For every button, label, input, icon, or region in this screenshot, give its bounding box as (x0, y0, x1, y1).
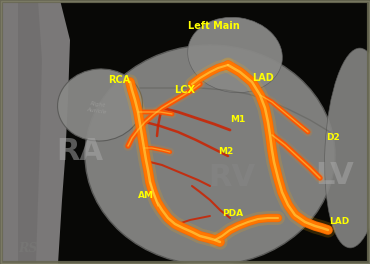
Text: M2: M2 (218, 148, 233, 157)
Text: D2: D2 (326, 134, 340, 143)
Text: RCA: RCA (108, 75, 130, 85)
Text: RS: RS (18, 242, 38, 254)
Text: Right
Auricle: Right Auricle (86, 101, 108, 115)
Polygon shape (18, 0, 42, 264)
Ellipse shape (324, 48, 370, 248)
Text: PDA: PDA (222, 210, 243, 219)
Ellipse shape (85, 45, 335, 264)
Text: LAD: LAD (329, 218, 349, 227)
Polygon shape (0, 0, 70, 264)
Text: Left Main: Left Main (188, 21, 240, 31)
Text: RV: RV (208, 163, 256, 192)
Ellipse shape (58, 69, 142, 141)
Text: RA: RA (57, 138, 104, 167)
Ellipse shape (188, 17, 282, 93)
Text: LAD: LAD (252, 73, 274, 83)
Text: LV: LV (316, 161, 354, 190)
Text: M1: M1 (230, 116, 245, 125)
Text: AM: AM (138, 191, 154, 200)
Text: LCX: LCX (174, 85, 195, 95)
